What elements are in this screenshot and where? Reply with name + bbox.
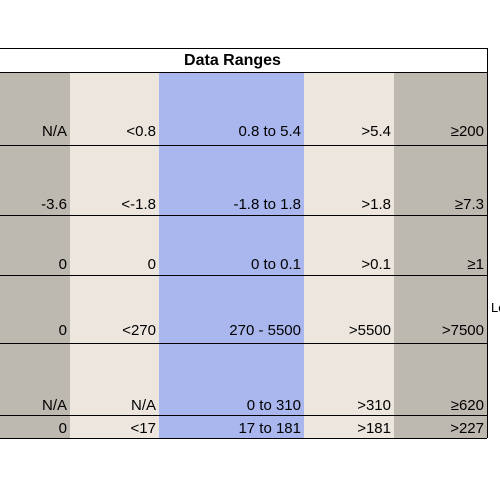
row-divider [0,215,487,216]
cell-r3-c3: >5500 [348,322,391,339]
cell-r2-c1: 0 [147,256,156,273]
cell-r1-c3: >1.8 [361,196,391,213]
cell-r4-c2: 0 to 310 [246,397,301,414]
row-divider [0,438,487,439]
cell-r4-c3: >310 [357,397,391,414]
cell-r1-c2: -1.8 to 1.8 [233,196,301,213]
column-4-fill [394,73,487,438]
column-0-fill [0,73,70,438]
cell-r2-c0: 0 [58,256,67,273]
cell-r0-c2: 0.8 to 5.4 [238,123,301,140]
row-divider [0,275,487,276]
cell-r2-c3: >0.1 [361,256,391,273]
cell-r5-c4: >227 [450,420,484,437]
row-divider [0,343,487,344]
cell-r1-c1: <-1.8 [121,196,156,213]
cell-r0-c1: <0.8 [126,123,156,140]
cell-r1-c0: -3.6 [41,196,67,213]
column-3-fill [304,73,394,438]
cell-r0-c3: >5.4 [361,123,391,140]
cell-r0-c0: N/A [41,123,67,140]
side-label: Le [491,300,500,315]
cell-r3-c4: >7500 [441,322,484,339]
cell-r5-c0: 0 [58,420,67,437]
cell-r5-c1: <17 [130,420,156,437]
cell-r4-c4: ≥620 [450,397,484,414]
row-divider [0,145,487,146]
cell-r5-c3: >181 [357,420,391,437]
row-divider [0,415,487,416]
column-divider [487,48,488,438]
cell-r2-c2: 0 to 0.1 [250,256,301,273]
column-2-fill [159,73,304,438]
cell-r2-c4: ≥1 [467,256,484,273]
table-title: Data Ranges [184,52,281,69]
cell-r4-c1: N/A [130,397,156,414]
cell-r3-c1: <270 [122,322,156,339]
cell-r0-c4: ≥200 [450,123,484,140]
cell-r4-c0: N/A [41,397,67,414]
title-row: Data Ranges [0,48,487,73]
column-1-fill [70,73,159,438]
cell-r5-c2: 17 to 181 [238,420,301,437]
cell-r3-c0: 0 [58,322,67,339]
cell-r3-c2: 270 - 5500 [229,322,301,339]
cell-r1-c4: ≥7.3 [454,196,484,213]
